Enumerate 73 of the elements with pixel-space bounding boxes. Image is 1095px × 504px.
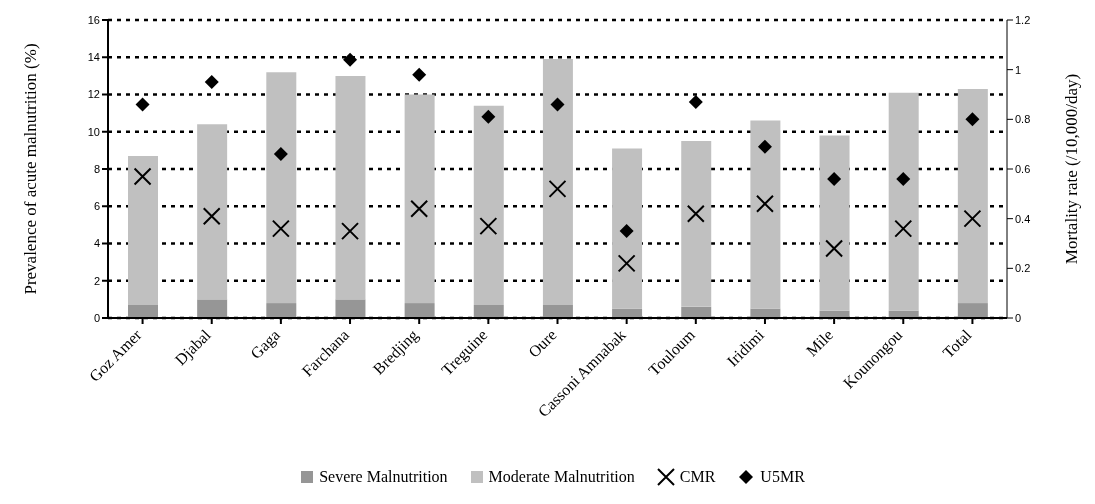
- bar: [957, 88, 988, 304]
- bar: [612, 148, 643, 309]
- point: [273, 147, 288, 162]
- legend-label: CMR: [679, 468, 716, 486]
- y2-axis-title: Mortality rate (/10,000/day): [1062, 73, 1082, 265]
- y-tick-label: 4: [93, 237, 100, 250]
- y2-tick-label: 0.8: [1015, 113, 1031, 126]
- point: [548, 179, 567, 198]
- y-tick-label: 2: [93, 274, 100, 287]
- bar: [888, 92, 919, 311]
- point: [825, 239, 844, 258]
- point: [965, 112, 980, 127]
- bar: [819, 135, 850, 311]
- point: [412, 67, 427, 82]
- point: [827, 171, 842, 186]
- x-tick-label: Gaga: [247, 326, 284, 363]
- point: [202, 207, 221, 226]
- bar: [957, 303, 988, 318]
- bar: [681, 306, 712, 318]
- bar: [128, 304, 158, 318]
- y-tick-label: 12: [87, 88, 100, 101]
- bar: [266, 303, 297, 318]
- point: [755, 194, 774, 213]
- y2-tick-label: 0: [1015, 311, 1022, 324]
- y-tick-label: 14: [87, 51, 100, 64]
- point: [617, 254, 636, 273]
- bar: [197, 124, 228, 300]
- point: [896, 171, 911, 186]
- bar: [473, 105, 504, 305]
- point: [550, 97, 565, 112]
- y-tick-label: 0: [93, 311, 100, 324]
- point: [343, 52, 358, 67]
- point: [963, 209, 982, 228]
- point: [271, 219, 290, 238]
- point: [757, 139, 772, 154]
- point: [341, 222, 360, 241]
- legend-label: U5MR: [760, 468, 805, 486]
- point: [894, 219, 913, 238]
- x-tick-label: Mile: [802, 326, 837, 360]
- point: [204, 75, 219, 90]
- y-tick-label: 6: [93, 200, 100, 213]
- y2-tick-label: 1.2: [1015, 13, 1031, 26]
- y2-tick-label: 0.6: [1015, 162, 1031, 175]
- bar: [335, 75, 366, 300]
- bar: [404, 303, 435, 318]
- point: [481, 109, 496, 124]
- y-axis-title: Prevalence of acute malnutrition (%): [21, 43, 41, 295]
- y-tick-label: 8: [93, 162, 100, 175]
- point: [479, 217, 498, 236]
- legend-label: Moderate Malnutrition: [488, 468, 635, 486]
- y-tick-label: 16: [87, 13, 100, 26]
- y2-tick-label: 0.4: [1015, 212, 1031, 225]
- bar: [197, 299, 228, 318]
- bar: [750, 120, 781, 309]
- point: [688, 94, 703, 109]
- bar: [542, 304, 573, 318]
- bar: [128, 155, 158, 305]
- bar: [542, 59, 573, 305]
- bar: [404, 94, 435, 304]
- point: [135, 97, 150, 112]
- y2-tick-label: 1: [1015, 63, 1022, 76]
- point: [410, 199, 429, 218]
- legend-label: Severe Malnutrition: [319, 468, 448, 486]
- bar: [335, 299, 366, 318]
- x-tick-label: Oure: [524, 326, 560, 361]
- bar: [266, 72, 297, 304]
- bar: [473, 304, 504, 318]
- y-tick-label: 10: [87, 125, 100, 138]
- y2-tick-label: 0.2: [1015, 262, 1031, 275]
- bar: [681, 141, 712, 307]
- point: [619, 224, 634, 239]
- point: [686, 204, 705, 223]
- point: [133, 167, 152, 186]
